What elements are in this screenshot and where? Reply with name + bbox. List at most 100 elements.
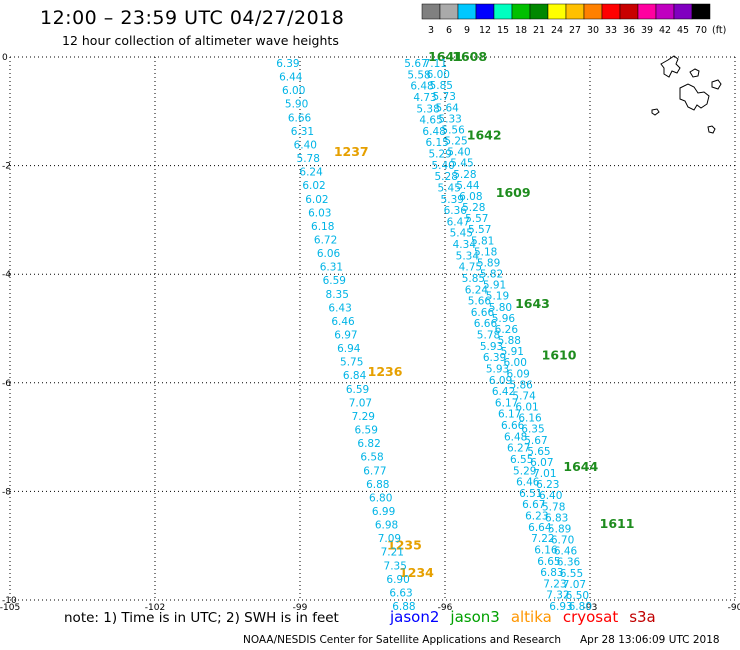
swh-value: 5.66: [468, 296, 492, 308]
swh-value: 6.09: [489, 375, 512, 387]
satellite-legend: jason2 jason3 altika cryosat s3a: [390, 608, 667, 626]
swh-value: 7.07: [349, 397, 372, 409]
colorbar-label: 12: [479, 25, 491, 36]
colorbar-label: 3: [428, 25, 434, 36]
swh-value: 4.34: [453, 239, 477, 251]
swh-value: 6.48: [422, 126, 445, 138]
time-label: 1236: [368, 364, 403, 379]
swh-value: 6.40: [539, 490, 562, 502]
swh-value: 6.24: [299, 167, 323, 179]
swh-value: 6.47: [447, 216, 470, 228]
swh-value: 6.00: [282, 85, 305, 97]
swh-value: 6.46: [331, 316, 355, 328]
satellite-legend-item: jason2: [390, 608, 440, 626]
colorbar-label: 9: [464, 25, 470, 36]
swh-value: 5.64: [435, 102, 459, 114]
swh-value: 5.78: [297, 153, 320, 165]
time-label: 1641: [428, 49, 463, 64]
swh-value: 6.44: [279, 72, 303, 84]
swh-value: 5.33: [438, 113, 461, 125]
swh-value: 6.93: [549, 601, 572, 613]
colorbar-label: 30: [587, 25, 599, 36]
swh-value: 6.39: [276, 58, 299, 70]
swh-value: 5.45: [450, 228, 473, 240]
swh-value: 5.57: [468, 224, 491, 236]
satellite-legend-item: altika: [510, 608, 552, 626]
swh-value: 6.17: [498, 409, 521, 421]
colorbar-label: 18: [515, 25, 527, 36]
swh-value: 5.88: [498, 335, 521, 347]
time-label: 1234: [399, 565, 434, 580]
swh-value: 6.07: [530, 457, 553, 469]
swh-value: 5.75: [340, 357, 363, 369]
swh-value: 5.74: [512, 390, 536, 402]
colorbar-label: 45: [677, 25, 689, 36]
footer-note: note: 1) Time is in UTC; 2) SWH is in fe…: [64, 610, 339, 626]
time-label: 1610: [542, 348, 577, 363]
swh-value: 5.82: [480, 269, 503, 281]
y-tick-label: -4: [2, 270, 11, 280]
swh-value: 6.23: [525, 511, 548, 523]
x-tick-label: -99: [293, 603, 308, 613]
x-tick-label: -96: [438, 603, 453, 613]
swh-value: 6.01: [515, 402, 538, 414]
swh-value: 5.18: [474, 246, 497, 258]
swh-value: 5.56: [441, 124, 465, 136]
swh-value: 6.39: [483, 352, 506, 364]
swh-value: 6.66: [471, 307, 495, 319]
swh-value: 6.72: [314, 234, 337, 246]
swh-value: 5.78: [542, 501, 565, 513]
time-label: 1609: [496, 185, 531, 200]
swh-value: 7.23: [543, 578, 566, 590]
swh-value: 5.28: [453, 169, 476, 181]
swh-value: 7.35: [384, 560, 407, 572]
colorbar-label: 27: [569, 25, 581, 36]
swh-value: 7.22: [531, 533, 554, 545]
swh-value: 6.55: [510, 454, 533, 466]
swh-value: 6.31: [291, 126, 314, 138]
swh-value: 6.43: [328, 302, 351, 314]
swh-value: 5.39: [441, 194, 464, 206]
swh-value: 7.09: [378, 533, 401, 545]
swh-value: 5.90: [285, 99, 308, 111]
swh-value: 6.16: [534, 544, 558, 556]
generation-timestamp: Apr 28 13:06:09 UTC 2018: [580, 634, 720, 646]
page-subtitle: 12 hour collection of altimeter wave hei…: [62, 33, 339, 48]
y-tick-label: -2: [2, 162, 11, 172]
swh-value: 5.93: [486, 363, 509, 375]
time-label: 1642: [467, 128, 502, 143]
swh-value: 7.11: [424, 58, 447, 70]
colorbar-label: 36: [623, 25, 635, 36]
swh-value: 5.65: [527, 446, 550, 458]
swh-value: 5.85: [462, 273, 485, 285]
swh-value: 6.00: [427, 69, 450, 81]
swh-value: 6.46: [516, 477, 540, 489]
page-title: 12:00 – 23:59 UTC 04/27/2018: [40, 7, 345, 29]
swh-value: 6.59: [323, 275, 346, 287]
swh-value: 6.82: [357, 438, 380, 450]
colorbar-swatch: [691, 3, 711, 20]
swh-value: 5.86: [509, 379, 533, 391]
swh-value: 6.99: [372, 506, 395, 518]
swh-value: 6.84: [343, 370, 367, 382]
swh-value: 6.06: [317, 248, 341, 260]
swh-value: 7.07: [563, 579, 586, 591]
swh-value: 6.70: [551, 535, 574, 547]
swh-value: 6.09: [506, 368, 529, 380]
satellite-legend-item: s3a: [629, 608, 656, 626]
swh-value: 5.81: [471, 235, 494, 247]
swh-value: 6.66: [501, 420, 525, 432]
swh-value: 6.97: [334, 330, 357, 342]
swh-value: 8.35: [326, 289, 349, 301]
satellite-legend-item: jason3: [450, 608, 500, 626]
swh-value: 5.80: [489, 302, 512, 314]
swh-value: 5.25: [444, 136, 467, 148]
swh-value: 6.36: [557, 557, 581, 569]
colorbar-label: 39: [641, 25, 653, 36]
swh-value: 6.59: [355, 425, 378, 437]
swh-value: 6.48: [410, 81, 433, 93]
swh-value: 6.02: [305, 194, 328, 206]
swh-value: 7.29: [352, 411, 375, 423]
